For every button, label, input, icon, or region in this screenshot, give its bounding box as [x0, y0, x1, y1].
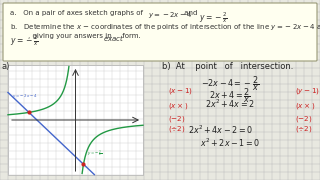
- Bar: [8, 65, 143, 175]
- Text: $(-2)$: $(-2)$: [168, 114, 186, 124]
- Text: $y=-\frac{2}{x}$: $y=-\frac{2}{x}$: [87, 148, 103, 159]
- Text: $2x+4 = \dfrac{2}{x}$: $2x+4 = \dfrac{2}{x}$: [209, 86, 251, 105]
- Text: $y=-2x-4$: $y=-2x-4$: [12, 92, 37, 100]
- Text: $y=-2x-4$: $y=-2x-4$: [148, 10, 193, 20]
- Text: $x^2+2x-1 = 0$: $x^2+2x-1 = 0$: [200, 137, 260, 149]
- Text: $\mathbf{\mathit{exact}}$: $\mathbf{\mathit{exact}}$: [103, 33, 124, 43]
- FancyBboxPatch shape: [3, 3, 317, 61]
- Text: $(\div 2)$: $(\div 2)$: [295, 124, 313, 134]
- Text: a.   On a pair of axes sketch graphs of: a. On a pair of axes sketch graphs of: [10, 10, 145, 16]
- Text: $y=-\frac{2}{x}$: $y=-\frac{2}{x}$: [199, 10, 228, 25]
- Text: $(-2)$: $(-2)$: [295, 114, 313, 124]
- Text: a): a): [2, 62, 10, 71]
- Text: $-2x-4 = -\dfrac{2}{x}$: $-2x-4 = -\dfrac{2}{x}$: [201, 74, 259, 93]
- Text: $(\div 2)$: $(\div 2)$: [168, 124, 186, 134]
- Text: $y=-\frac{2}{x}$: $y=-\frac{2}{x}$: [10, 33, 39, 48]
- Text: b.   Determine the $x$ $-$ coordinates of the points of intersection of the line: b. Determine the $x$ $-$ coordinates of …: [10, 22, 320, 32]
- Text: $2x^2+4x-2 = 0$: $2x^2+4x-2 = 0$: [188, 124, 252, 136]
- Text: $(x\times)$: $(x\times)$: [168, 101, 188, 111]
- Text: b)  At    point   of   intersection.: b) At point of intersection.: [162, 62, 293, 71]
- Text: $(x\times)$: $(x\times)$: [295, 101, 315, 111]
- Text: $(y-1)$: $(y-1)$: [295, 86, 320, 96]
- Text: $(x-1)$: $(x-1)$: [168, 86, 193, 96]
- Text: $2x^2+4x = 2$: $2x^2+4x = 2$: [205, 98, 255, 110]
- Text: , giving your answers in: , giving your answers in: [28, 33, 114, 39]
- Text: and: and: [182, 10, 200, 16]
- Text: form.: form.: [120, 33, 141, 39]
